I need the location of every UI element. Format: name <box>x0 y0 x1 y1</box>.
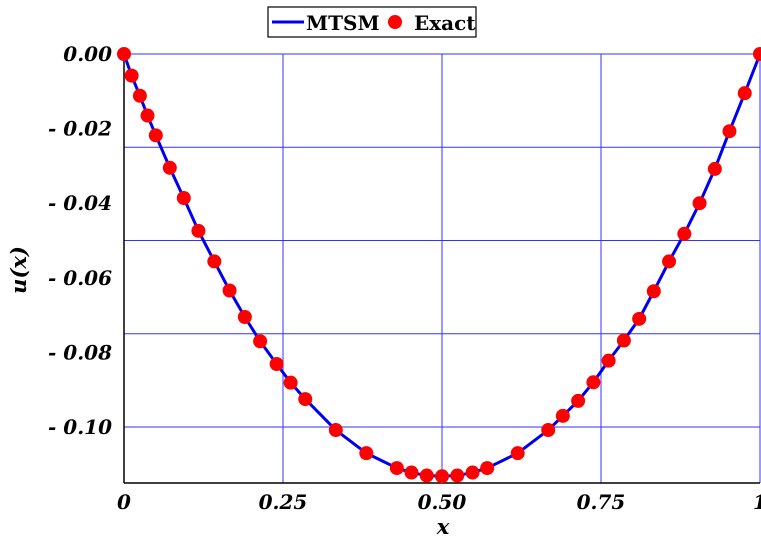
legend-mtsm-label: MTSM <box>306 11 380 35</box>
exact-point-6 <box>176 190 191 205</box>
exact-point-20 <box>435 469 449 484</box>
exact-point-0 <box>117 47 131 61</box>
axis-titles: x u(x) <box>6 246 450 538</box>
exact-point-27 <box>571 393 586 408</box>
y-tick-label-0: 0.00 <box>63 42 112 66</box>
exact-point-19 <box>419 468 434 483</box>
exact-point-3 <box>140 108 155 123</box>
exact-point-29 <box>601 353 616 368</box>
legend: MTSM Exact <box>267 6 477 38</box>
exact-point-25 <box>541 423 556 438</box>
exact-point-9 <box>222 283 237 298</box>
mtsm-line <box>122 53 761 478</box>
exact-point-34 <box>677 226 692 241</box>
exact-point-22 <box>465 465 480 480</box>
exact-point-23 <box>480 461 495 476</box>
x-tick-label-4: 1 <box>753 490 761 514</box>
x-tick-label-1: 0.25 <box>259 490 308 514</box>
exact-point-36 <box>707 161 722 176</box>
exact-point-8 <box>207 254 222 269</box>
tick-labels: 0 0.25 0.50 0.75 1 0.00 - 0.02 - 0.04 - 0.06 - 0.… <box>48 42 761 514</box>
exact-point-37 <box>722 124 737 139</box>
exact-point-24 <box>510 446 525 461</box>
exact-point-1 <box>124 68 139 83</box>
exact-point-39 <box>753 47 761 61</box>
mtsm-series <box>122 53 761 478</box>
y-tick-label-1: - 0.02 <box>48 117 112 141</box>
exact-point-18 <box>404 465 419 480</box>
y-tick-label-4: - 0.08 <box>48 340 112 364</box>
exact-point-15 <box>328 423 343 438</box>
grid <box>123 53 761 483</box>
exact-point-35 <box>692 196 707 211</box>
exact-series <box>117 47 761 484</box>
y-tick-label-5: - 0.10 <box>48 415 112 439</box>
exact-point-13 <box>283 375 298 390</box>
exact-point-4 <box>148 128 163 143</box>
y-axis-label: u(x) <box>6 246 31 294</box>
exact-point-16 <box>359 446 374 461</box>
exact-point-21 <box>450 468 465 483</box>
exact-point-31 <box>632 311 647 326</box>
exact-point-32 <box>646 284 661 299</box>
exact-point-10 <box>237 309 252 324</box>
exact-point-7 <box>191 223 206 238</box>
exact-point-17 <box>389 461 404 476</box>
x-tick-label-0: 0 <box>117 490 131 514</box>
x-tick-label-2: 0.50 <box>418 490 467 514</box>
exact-point-38 <box>737 86 752 101</box>
x-tick-label-3: 0.75 <box>577 490 626 514</box>
legend-exact-swatch <box>388 15 402 29</box>
legend-exact-label: Exact <box>414 11 476 35</box>
exact-point-14 <box>298 392 313 407</box>
x-axis-label: x <box>436 514 450 538</box>
exact-point-11 <box>253 334 268 349</box>
exact-point-33 <box>662 254 677 269</box>
y-tick-label-3: - 0.06 <box>48 266 112 290</box>
exact-point-12 <box>269 356 284 371</box>
exact-point-26 <box>555 408 570 423</box>
exact-point-28 <box>586 375 601 390</box>
exact-point-30 <box>616 333 631 348</box>
y-tick-label-2: - 0.04 <box>48 191 112 215</box>
exact-point-5 <box>162 160 177 175</box>
exact-point-2 <box>132 88 147 103</box>
